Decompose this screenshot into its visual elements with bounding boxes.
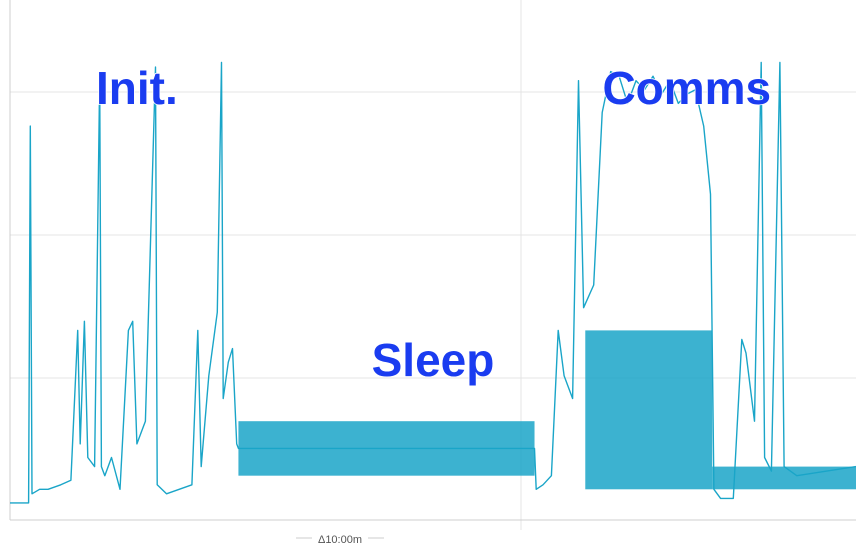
time-scale-label: Δ10:00m <box>318 534 362 546</box>
data-series <box>10 61 856 504</box>
phase-labels: Init. Sleep Comms <box>95 61 772 387</box>
phase-label-sleep: Sleep <box>372 334 495 386</box>
comms-activity-band <box>585 330 713 490</box>
series-line <box>10 61 856 504</box>
phase-label-comms: Comms <box>602 62 771 114</box>
sleep-activity-band <box>238 421 535 476</box>
chart-axes <box>9 0 856 539</box>
phase-label-init: Init. <box>96 62 178 114</box>
tail-activity-band <box>712 466 856 490</box>
